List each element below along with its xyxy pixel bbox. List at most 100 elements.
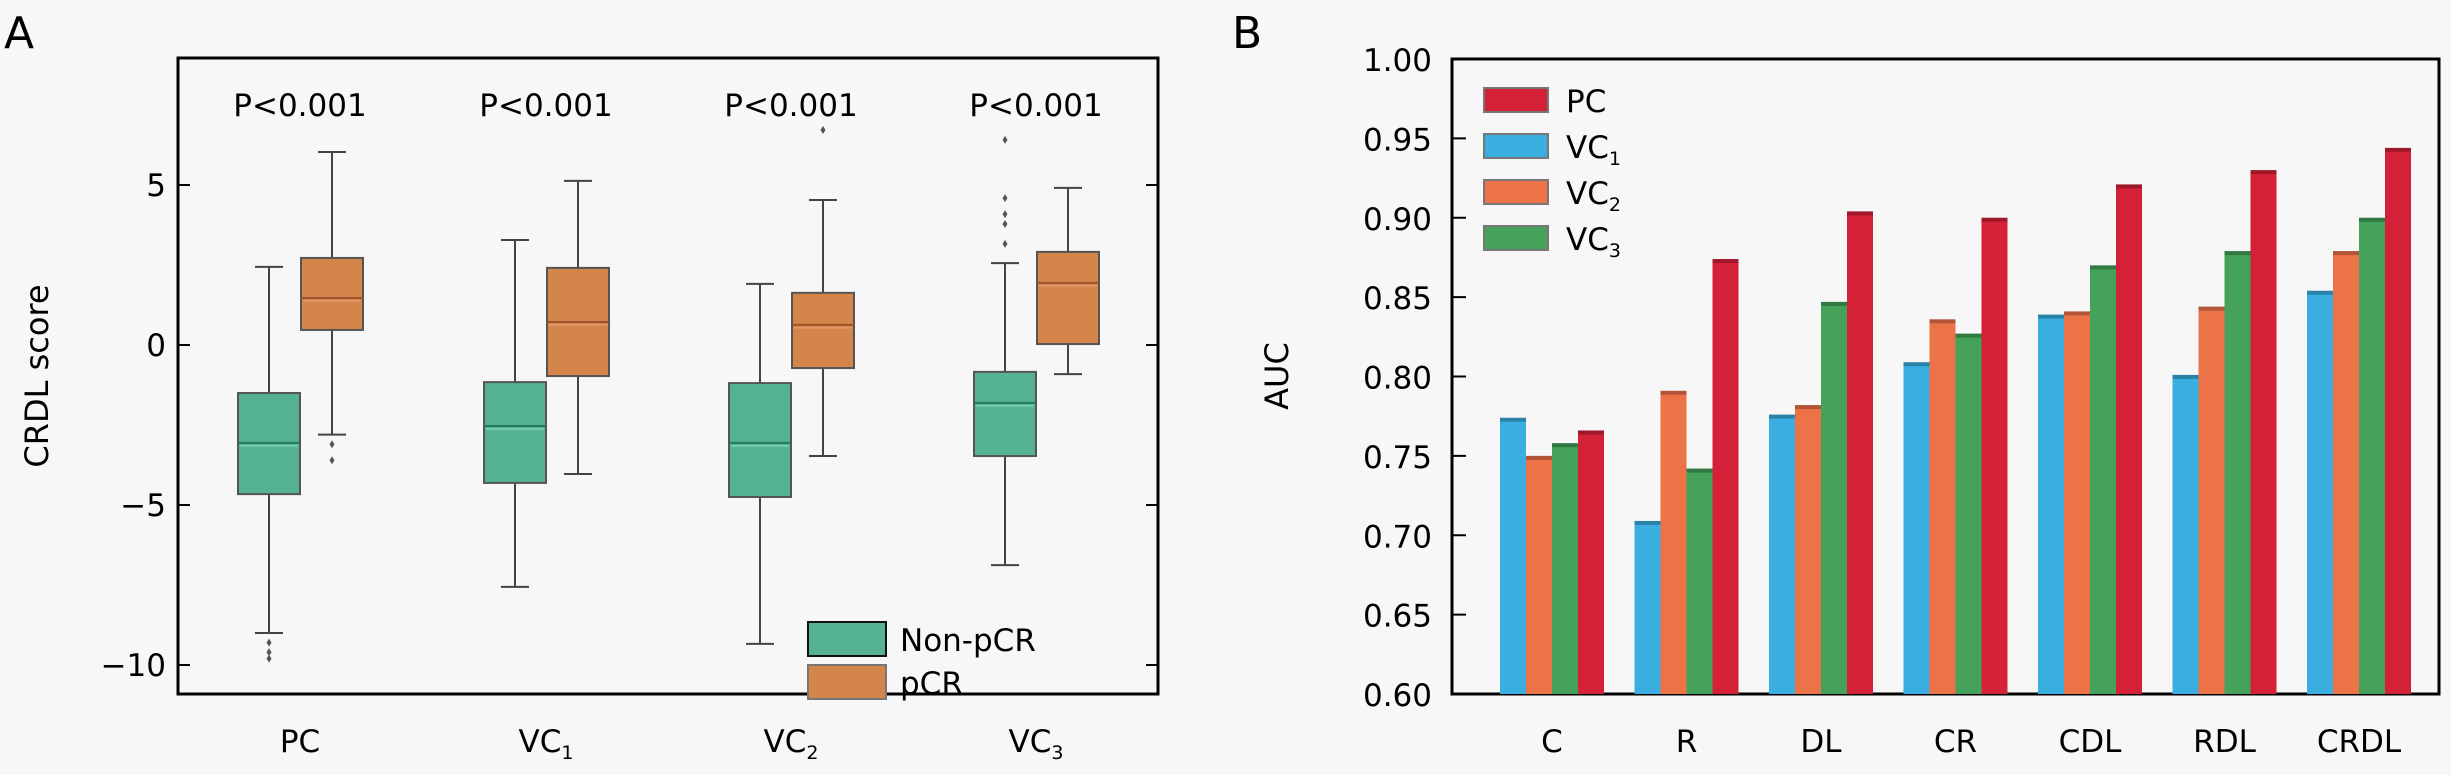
outlier-point bbox=[329, 456, 335, 465]
legend-label: VC1 bbox=[1566, 130, 1621, 170]
y-tick-label-b: 0.60 bbox=[1363, 678, 1432, 714]
box-non-pcr bbox=[728, 282, 792, 645]
bar-vc1-r bbox=[1634, 520, 1661, 694]
legend-label-subscript: 3 bbox=[1609, 240, 1621, 262]
bar-vc2-cdl bbox=[2064, 311, 2090, 694]
panel-b-barchart: B 0.60 0.65 0.70 0.75 0.80 0.85 0.90 0.95 1.00 A… bbox=[1232, 8, 2441, 760]
x-tick-label-a-subscript: 1 bbox=[561, 742, 573, 764]
x-tick-label-a: VC3 bbox=[1009, 724, 1064, 764]
y-axis-a: 5 0 −5 −10 bbox=[101, 168, 1158, 684]
bar-vc3-dl bbox=[1821, 301, 1847, 694]
p-value-label: P<0.001 bbox=[233, 88, 366, 124]
y-tick-label-b: 0.75 bbox=[1363, 440, 1432, 476]
bar-vc2-rdl bbox=[2198, 306, 2225, 694]
legend-swatch-pc bbox=[1483, 87, 1549, 113]
y-tick-label-b: 0.95 bbox=[1363, 122, 1432, 158]
outlier-point bbox=[1002, 239, 1008, 248]
bar-pc-cdl bbox=[2116, 184, 2142, 694]
box-non-pcr bbox=[237, 265, 301, 663]
x-axis-a: PC VC1 VC2 VC3 bbox=[280, 724, 1064, 764]
bar-vc1-cdl bbox=[2038, 314, 2064, 694]
legend-a: Non-pCR pCR bbox=[807, 621, 1036, 702]
legend-swatch-vc3 bbox=[1483, 225, 1549, 251]
legend-label-base: VC bbox=[1566, 176, 1609, 212]
x-tick-label-a-subscript: 3 bbox=[1051, 742, 1063, 764]
y-tick-label-b: 0.65 bbox=[1363, 599, 1432, 635]
outlier-point bbox=[266, 654, 272, 663]
outlier-point bbox=[1002, 194, 1008, 203]
y-tick-label-b: 1.00 bbox=[1363, 43, 1432, 79]
x-tick-label-a-base: VC bbox=[764, 724, 807, 760]
bar-vc2-c bbox=[1526, 455, 1552, 694]
bar-pc-rdl bbox=[2250, 170, 2277, 694]
x-tick-label-a-subscript: 2 bbox=[806, 742, 818, 764]
plot-frame-a bbox=[176, 56, 1160, 696]
bar-top-edge bbox=[2307, 290, 2333, 295]
legend-label: PC bbox=[1566, 84, 1606, 120]
box-pcr bbox=[546, 179, 610, 475]
y-axis-label-a: CRDL score bbox=[18, 284, 56, 467]
y-axis-label-b: AUC bbox=[1258, 342, 1296, 410]
bar-top-edge bbox=[1712, 259, 1739, 264]
outlier-point bbox=[1002, 210, 1008, 219]
legend-swatch-non-pcr bbox=[807, 621, 887, 657]
bar-top-edge bbox=[1821, 301, 1847, 306]
y-tick-label-a: −5 bbox=[120, 488, 166, 524]
legend-label-subscript: 1 bbox=[1609, 148, 1621, 170]
bar-top-edge bbox=[1634, 520, 1661, 525]
legend-label-subscript: 2 bbox=[1609, 194, 1621, 216]
bar-vc2-cr bbox=[1929, 319, 1956, 694]
bar-vc1-rdl bbox=[2172, 374, 2199, 694]
bar-top-edge bbox=[1660, 390, 1687, 395]
legend-swatch-pcr bbox=[807, 664, 887, 700]
bar-top-edge bbox=[2333, 251, 2359, 256]
box-iqr bbox=[300, 256, 364, 331]
bar-vc3-rdl bbox=[2224, 251, 2251, 694]
x-tick-label-b: CRDL bbox=[2317, 724, 2402, 760]
bar-vc3-cdl bbox=[2090, 265, 2116, 694]
box-iqr bbox=[973, 370, 1037, 458]
legend-label: pCR bbox=[900, 666, 963, 702]
x-tick-label-a: VC1 bbox=[519, 724, 574, 764]
bar-top-edge bbox=[2116, 184, 2142, 189]
bar-top-edge bbox=[1769, 414, 1795, 419]
bar-pc-crdl bbox=[2385, 147, 2411, 694]
bar-top-edge bbox=[2359, 217, 2385, 222]
legend-label-base: VC bbox=[1566, 130, 1609, 166]
p-value-label: P<0.001 bbox=[724, 88, 857, 124]
bar-vc2-r bbox=[1660, 390, 1687, 694]
x-tick-label-a-base: VC bbox=[519, 724, 562, 760]
legend-swatch-vc1 bbox=[1483, 133, 1549, 159]
bar-top-edge bbox=[1929, 319, 1956, 324]
x-tick-label-b: DL bbox=[1800, 724, 1842, 760]
bar-vc1-c bbox=[1500, 417, 1526, 694]
bar-vc3-c bbox=[1552, 443, 1578, 694]
legend-label-base: VC bbox=[1566, 222, 1609, 258]
box-pcr bbox=[1036, 186, 1100, 376]
bar-vc3-cr bbox=[1955, 333, 1982, 694]
boxplot-marks: P<0.001 P<0.001 P<0.001 P<0.001 bbox=[233, 88, 1103, 663]
box-pcr bbox=[791, 125, 855, 458]
bar-top-edge bbox=[2198, 306, 2225, 311]
bar-top-edge bbox=[1526, 455, 1552, 460]
bar-top-edge bbox=[2385, 147, 2411, 152]
box-iqr bbox=[1036, 250, 1100, 346]
x-tick-label-a-base: PC bbox=[280, 724, 320, 760]
bar-top-edge bbox=[1500, 417, 1526, 422]
outlier-point bbox=[266, 638, 272, 647]
panel-label-b: B bbox=[1232, 8, 1262, 59]
outlier-point bbox=[1002, 135, 1008, 144]
outlier-point bbox=[820, 125, 826, 134]
bar-top-edge bbox=[1795, 405, 1821, 410]
x-tick-label-b: RDL bbox=[2193, 724, 2256, 760]
bar-pc-r bbox=[1712, 259, 1739, 694]
bar-top-edge bbox=[2224, 251, 2251, 256]
box-pcr bbox=[300, 151, 364, 465]
bar-top-edge bbox=[1552, 443, 1578, 448]
bar-vc1-cr bbox=[1903, 362, 1930, 694]
box-non-pcr bbox=[973, 135, 1037, 567]
box-iqr bbox=[483, 381, 547, 484]
bar-pc-c bbox=[1578, 430, 1604, 694]
bar-top-edge bbox=[1981, 217, 2008, 222]
y-tick-label-a: 0 bbox=[146, 328, 166, 364]
